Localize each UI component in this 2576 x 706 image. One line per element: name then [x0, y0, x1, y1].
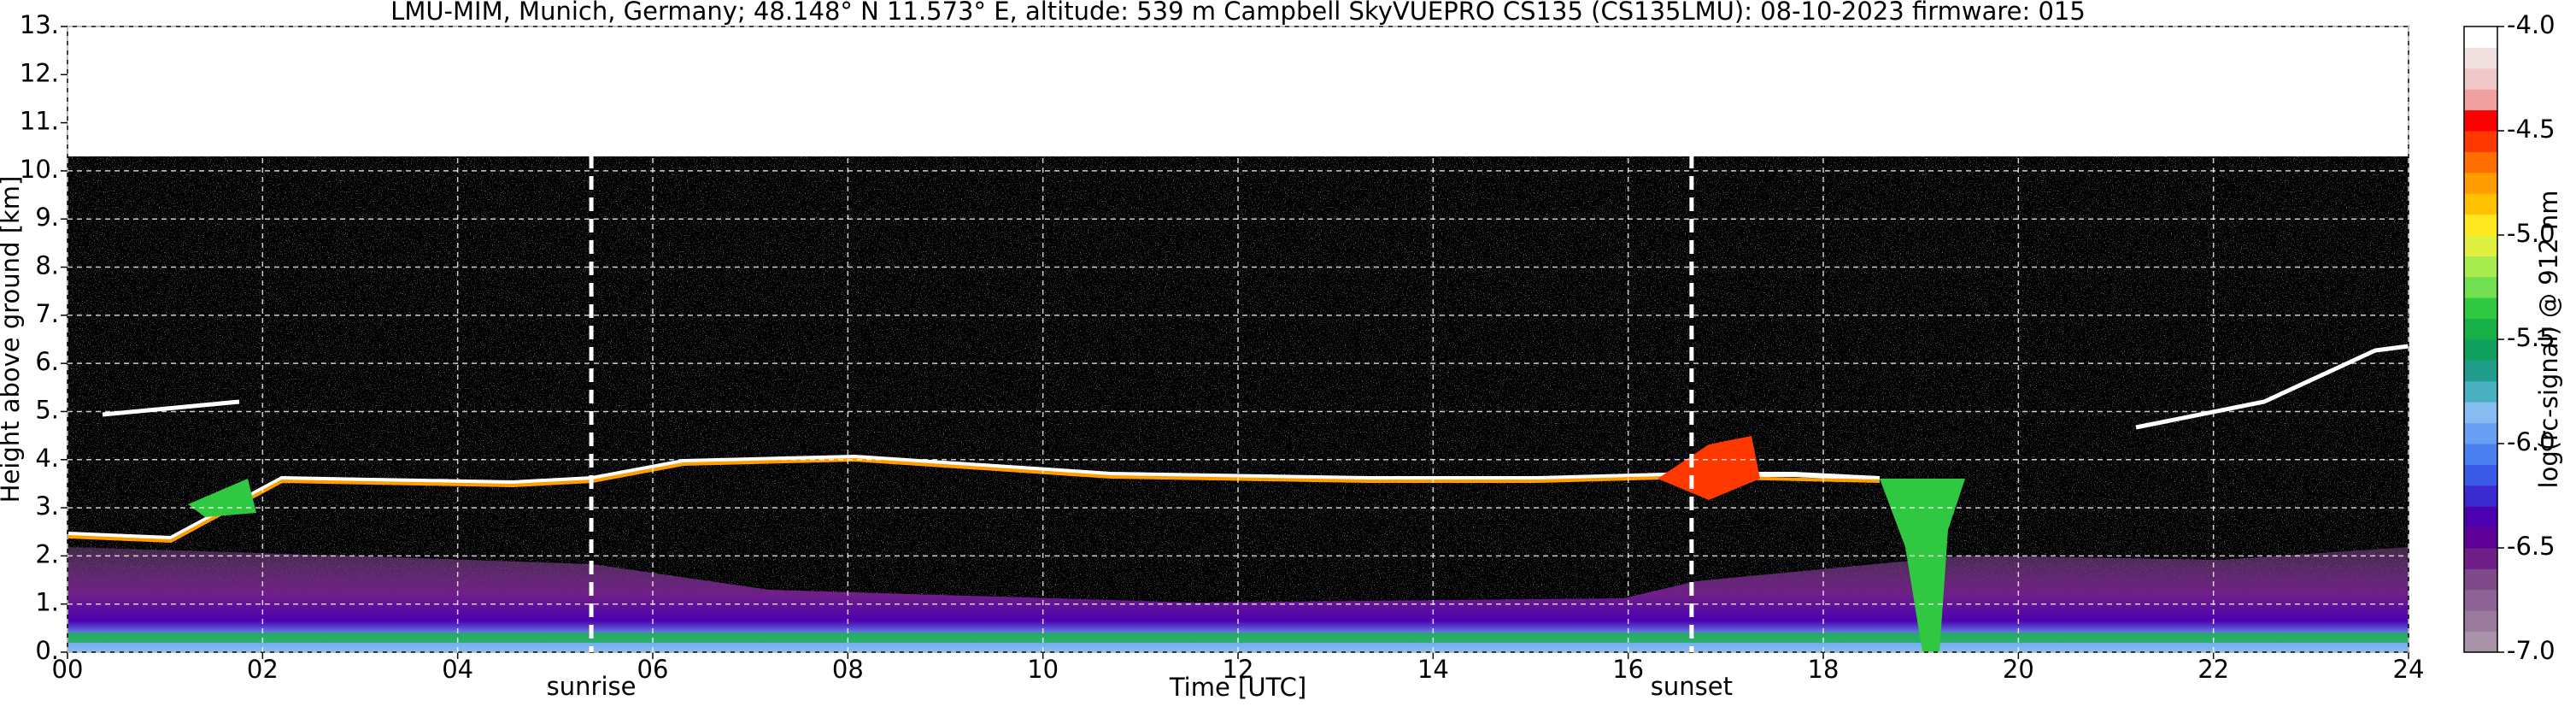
colorbar-swatch: [2464, 151, 2497, 174]
x-tick-label: 06: [637, 655, 669, 684]
colorbar-swatch: [2464, 444, 2497, 465]
x-tick-label: 20: [2003, 655, 2034, 684]
y-tick-label: 13.: [20, 10, 59, 39]
y-tick-label: 1.: [35, 588, 59, 617]
upper-cloud: [2135, 344, 2409, 430]
x-tick-label: 08: [832, 655, 864, 684]
y-tick-label: 0.: [35, 636, 59, 665]
y-tick-label: 2.: [35, 539, 59, 568]
colorbar-swatch: [2464, 318, 2497, 340]
colorbar-swatch: [2464, 68, 2497, 90]
colorbar-swatch: [2464, 47, 2497, 69]
colorbar-swatch: [2464, 256, 2497, 278]
x-tick-label: 12: [1223, 655, 1254, 684]
y-tick-label: 12.: [20, 58, 59, 87]
colorbar-swatch: [2464, 506, 2497, 528]
cloud-patch: [1658, 436, 1760, 500]
y-tick-label: 4.: [35, 444, 59, 473]
x-tick-label: 10: [1027, 655, 1059, 684]
colorbar-swatch: [2464, 610, 2497, 632]
x-tick-label: 24: [2393, 655, 2425, 684]
colorbar-tick-label: -4.0: [2507, 10, 2555, 39]
x-tick-label: 22: [2198, 655, 2229, 684]
x-tick-label: 18: [1808, 655, 1840, 684]
colorbar-tick-label: -4.5: [2507, 115, 2555, 144]
colorbar-swatch: [2464, 360, 2497, 382]
y-tick-label: 9.: [35, 203, 59, 232]
colorbar-swatch: [2464, 235, 2497, 256]
colorbar-tick-label: -5.5: [2507, 323, 2555, 352]
colorbar-swatch: [2464, 527, 2497, 549]
colorbar-swatch: [2464, 109, 2497, 132]
cloud-fall: [1880, 479, 1965, 652]
upper-cloud: [102, 399, 240, 417]
y-tick-label: 6.: [35, 347, 59, 376]
y-tick-label: 11.: [20, 107, 59, 136]
x-tick-label: 02: [247, 655, 279, 684]
colorbar-swatch: [2464, 26, 2497, 48]
x-tick-label: 16: [1612, 655, 1644, 684]
colorbar-swatch: [2464, 568, 2497, 591]
colorbar-swatch: [2464, 548, 2497, 569]
cloud-layer-edge: [67, 457, 1881, 544]
colorbar-swatch: [2464, 193, 2497, 215]
colorbar-swatch: [2464, 89, 2497, 111]
colorbar-swatch: [2464, 276, 2497, 298]
colorbar-swatch: [2464, 214, 2497, 236]
colorbar-tick-label: -5.0: [2507, 219, 2555, 248]
y-tick-label: 5.: [35, 395, 59, 424]
x-axis-label: Time [UTC]: [1169, 673, 1306, 702]
x-tick-label: 04: [442, 655, 473, 684]
x-tick-label: 14: [1417, 655, 1449, 684]
colorbar-swatch: [2464, 380, 2497, 403]
colorbar-swatch: [2464, 464, 2497, 486]
colorbar-swatch: [2464, 172, 2497, 194]
colorbar-label: log(rc-signal) @ 912 nm: [2534, 191, 2563, 489]
annotation-label: sunset: [1651, 672, 1733, 701]
annotation-label: sunrise: [547, 672, 637, 701]
y-tick-label: 7.: [35, 299, 59, 328]
colorbar-swatch: [2464, 402, 2497, 424]
chart-title: LMU-MIM, Munich, Germany; 48.148° N 11.5…: [390, 0, 2086, 26]
colorbar-tick-label: -7.0: [2507, 636, 2555, 665]
colorbar-tick-label: -6.5: [2507, 532, 2555, 561]
colorbar-swatch: [2464, 131, 2497, 152]
colorbar-swatch: [2464, 297, 2497, 320]
y-tick-label: 8.: [35, 251, 59, 280]
y-axis-label: Height above ground [km]: [0, 176, 25, 503]
colorbar-swatch: [2464, 589, 2497, 611]
y-tick-label: 3.: [35, 491, 59, 521]
colorbar-swatch: [2464, 339, 2497, 361]
colorbar-swatch: [2464, 631, 2497, 653]
colorbar-swatch: [2464, 485, 2497, 507]
y-tick-label: 10.: [20, 155, 59, 184]
x-tick-label: 00: [52, 655, 84, 684]
colorbar-swatch: [2464, 422, 2497, 444]
colorbar-tick-label: -6.0: [2507, 427, 2555, 456]
